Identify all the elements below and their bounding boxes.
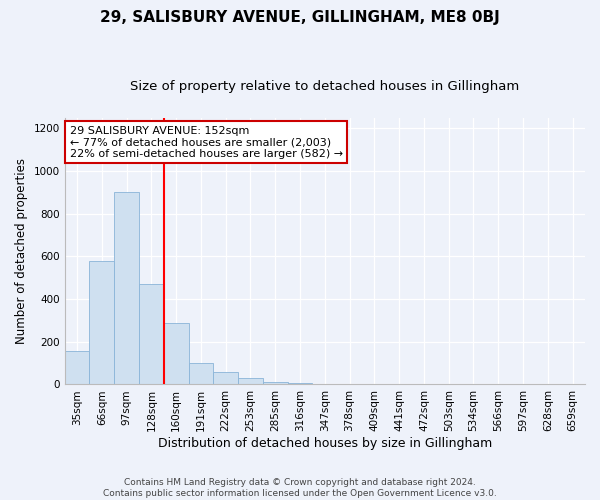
Bar: [164, 322, 188, 384]
Bar: [89, 260, 114, 384]
Bar: [114, 192, 139, 384]
Title: Size of property relative to detached houses in Gillingham: Size of property relative to detached ho…: [130, 80, 520, 93]
Text: Contains HM Land Registry data © Crown copyright and database right 2024.
Contai: Contains HM Land Registry data © Crown c…: [103, 478, 497, 498]
Bar: [139, 284, 164, 384]
Bar: [65, 352, 89, 384]
Bar: [263, 382, 287, 384]
X-axis label: Distribution of detached houses by size in Gillingham: Distribution of detached houses by size …: [158, 437, 492, 450]
Bar: [188, 363, 214, 384]
Y-axis label: Number of detached properties: Number of detached properties: [15, 158, 28, 344]
Text: 29 SALISBURY AVENUE: 152sqm
← 77% of detached houses are smaller (2,003)
22% of : 29 SALISBURY AVENUE: 152sqm ← 77% of det…: [70, 126, 343, 159]
Bar: [214, 372, 238, 384]
Bar: [238, 378, 263, 384]
Text: 29, SALISBURY AVENUE, GILLINGHAM, ME8 0BJ: 29, SALISBURY AVENUE, GILLINGHAM, ME8 0B…: [100, 10, 500, 25]
